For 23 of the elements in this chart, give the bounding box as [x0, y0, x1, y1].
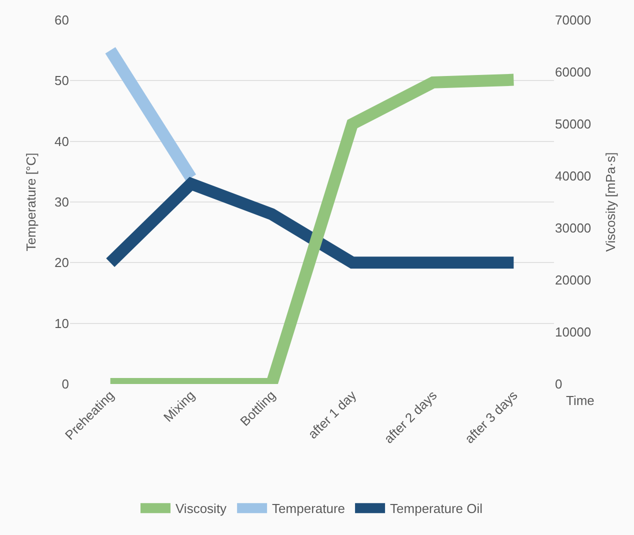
- y2-tick-label: 50000: [555, 116, 592, 132]
- legend-label: Viscosity: [176, 501, 228, 516]
- legend-label: Temperature Oil: [390, 501, 483, 516]
- y2-tick-label: 10000: [555, 324, 592, 340]
- y2-tick-label: 60000: [555, 64, 592, 80]
- y-tick-label: 20: [54, 255, 69, 270]
- y2-tick-label: 0: [555, 376, 562, 392]
- y2-axis-title: Viscosity [mPa·s]: [602, 152, 618, 252]
- y2-tick-label: 40000: [555, 168, 592, 184]
- legend-label: Temperature: [272, 501, 346, 516]
- x-tick-label: after 1 day: [305, 387, 360, 442]
- y-axis-title: Temperature [°C]: [23, 152, 38, 252]
- y-tick-label: 50: [54, 73, 69, 88]
- y-tick-label: 10: [54, 316, 69, 331]
- y-tick-label: 30: [54, 194, 69, 210]
- x-tick-label: after 2 days: [381, 387, 440, 446]
- x-axis-title: Time: [566, 393, 594, 408]
- y2-tick-label: 70000: [555, 12, 592, 28]
- y-tick-label: 40: [54, 134, 69, 149]
- y2-tick-label: 30000: [555, 220, 592, 236]
- y-tick-label: 60: [54, 12, 69, 28]
- y2-tick-label: 20000: [555, 272, 592, 288]
- y-tick-label: 0: [62, 376, 69, 392]
